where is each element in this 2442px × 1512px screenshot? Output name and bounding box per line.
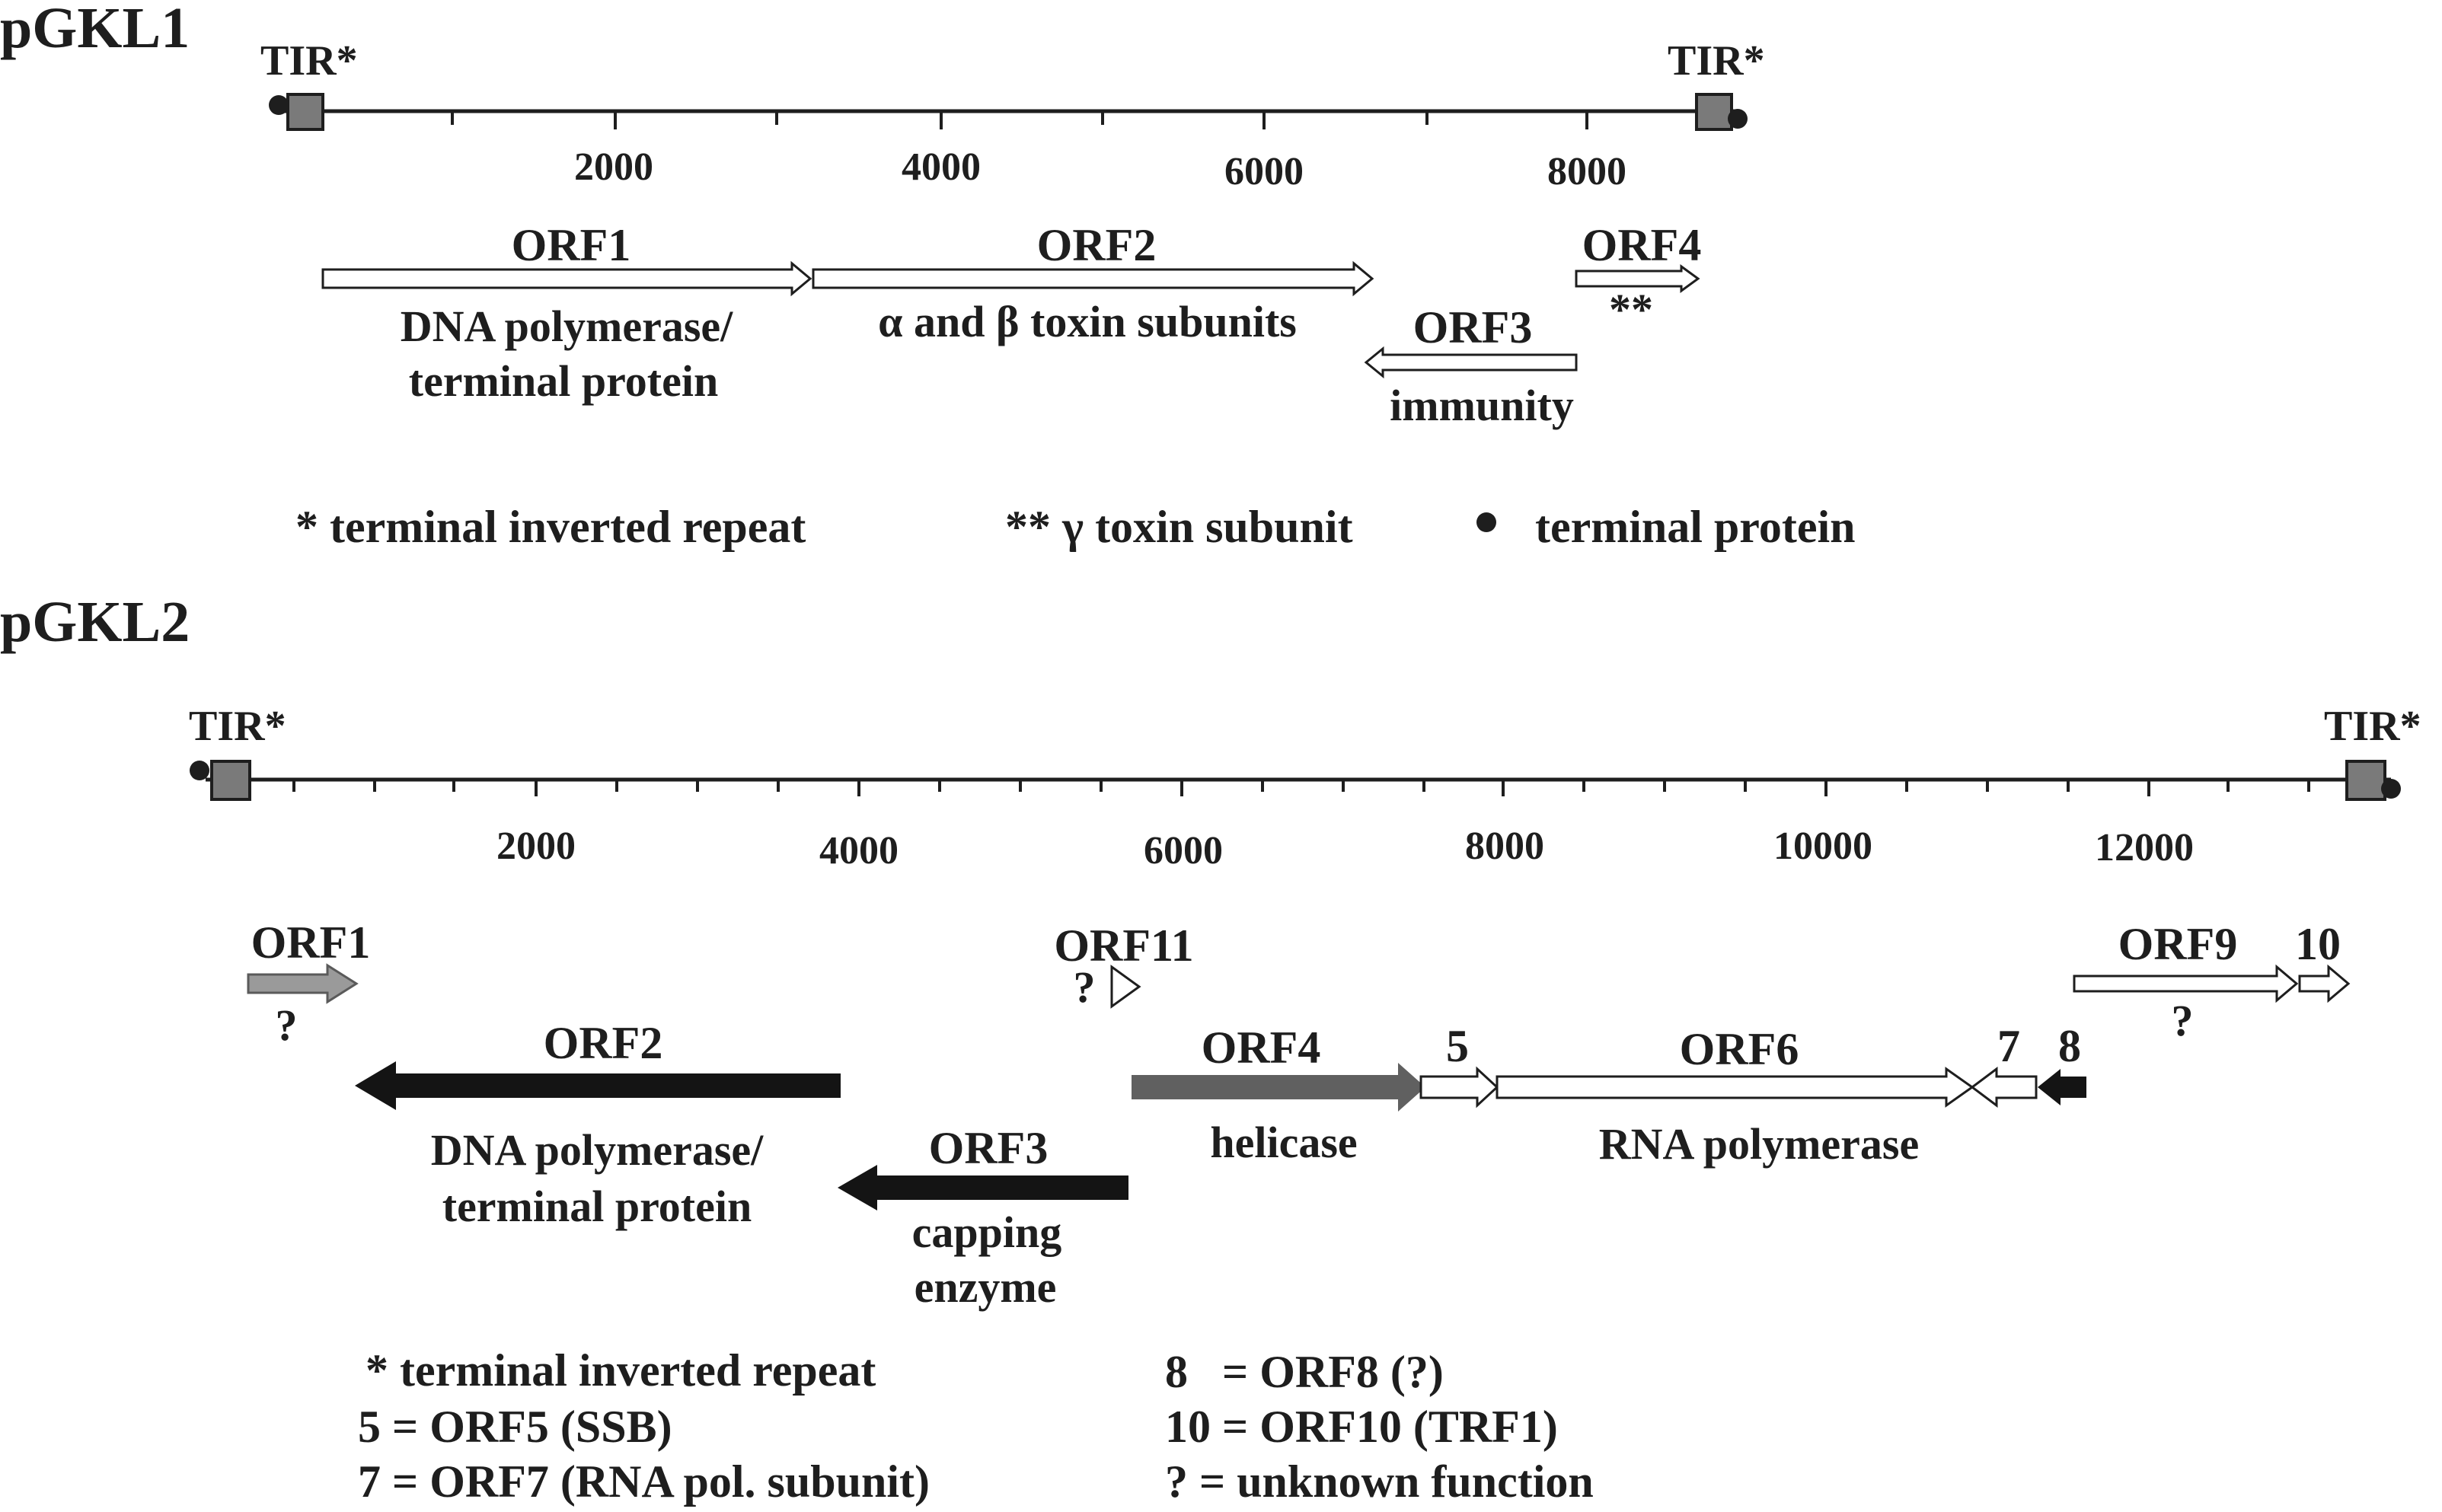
pgkl1-tir-box-left <box>286 93 324 131</box>
pgkl2-tick-label-8000: 8000 <box>1465 825 1544 868</box>
pgkl2-orf3-desc-line1: capping <box>912 1207 1062 1257</box>
pgkl2-legend-orf7: 7 = ORF7 (RNA pol. subunit) <box>358 1456 930 1507</box>
pgkl2-terminal-protein-right <box>2381 779 2401 799</box>
pgkl1-orf2-desc: α and β toxin subunits <box>878 297 1297 346</box>
pgkl2-orf7-arrow <box>1970 1067 2038 1108</box>
pgkl1-legend-terminal-protein: terminal protein <box>1535 502 1856 552</box>
pgkl2-orf4-desc: helicase <box>1210 1118 1357 1167</box>
pgkl1-panel: pGKL1 TIR* TIR* 2000 4000 6000 8000 ORF1… <box>0 0 1856 552</box>
pgkl2-tir-box-left <box>210 760 251 801</box>
pgkl2-orf11-arrow <box>1110 965 1141 1009</box>
pgkl1-tick-label-4000: 4000 <box>902 145 981 189</box>
pgkl1-tick-label-6000: 6000 <box>1224 150 1304 193</box>
pgkl2-orf5-label: 5 <box>1446 1021 1469 1071</box>
pgkl1-orf3-label: ORF3 <box>1413 302 1533 352</box>
pgkl2-orf9-desc: ? <box>2172 996 2194 1045</box>
pgkl2-legend-orf10: 10 = ORF10 (TRF1) <box>1165 1402 1558 1452</box>
pgkl1-orf1-label: ORF1 <box>512 220 631 270</box>
pgkl2-title: pGKL2 <box>0 590 190 654</box>
pgkl1-orf1-desc-line2: terminal protein <box>409 356 718 406</box>
pgkl2-orf4-arrow <box>1132 1063 1425 1112</box>
pgkl2-orf7-label: 7 <box>1997 1021 2020 1071</box>
pgkl2-orf10-label: 10 <box>2295 919 2341 969</box>
pgkl2-axis-ticks <box>292 780 2310 796</box>
pgkl1-axis-ticks <box>451 111 1588 129</box>
pgkl1-tick-label-2000: 2000 <box>574 145 653 189</box>
pgkl2-orf2-arrow <box>355 1061 841 1110</box>
pgkl2-orf2-label: ORF2 <box>544 1018 663 1068</box>
pgkl2-tick-label-4000: 4000 <box>819 829 899 872</box>
pgkl2-tir-right-label: TIR* <box>2324 703 2421 750</box>
pgkl2-orf6-arrow <box>1496 1067 1974 1108</box>
pgkl2-orf3-desc-line2: enzyme <box>915 1262 1057 1312</box>
pgkl2-orf3-arrow <box>838 1165 1128 1211</box>
pgkl1-orf4-label: ORF4 <box>1582 220 1702 270</box>
pgkl2-orf2-desc-line1: DNA polymerase/ <box>431 1125 764 1175</box>
pgkl2-tick-label-12000: 12000 <box>2095 826 2194 869</box>
pgkl2-orf4-label: ORF4 <box>1202 1022 1321 1073</box>
pgkl2-tick-label-10000: 10000 <box>1773 825 1872 868</box>
pgkl1-orf1-desc-line1: DNA polymerase/ <box>401 301 733 351</box>
pgkl1-orf4-arrow <box>1575 264 1700 293</box>
pgkl2-legend-tir: * terminal inverted repeat <box>366 1345 876 1396</box>
pgkl2-orf11-desc: ? <box>1074 962 1096 1012</box>
pgkl1-legend-terminal-protein-dot <box>1476 512 1496 532</box>
pgkl2-orf9-arrow <box>2073 964 2299 1003</box>
pgkl2-legend-unknown: ? = unknown function <box>1165 1456 1594 1507</box>
pgkl1-orf1-arrow <box>321 260 812 297</box>
pgkl2-tir-box-right <box>2345 760 2386 801</box>
pgkl2-orf1-label: ORF1 <box>251 917 371 968</box>
pgkl2-orf11-label: ORF11 <box>1054 920 1193 971</box>
pgkl2-orf10-arrow <box>2298 964 2351 1003</box>
pgkl1-orf2-arrow <box>812 260 1374 297</box>
pgkl1-orf3-arrow <box>1364 346 1578 379</box>
pgkl2-tick-label-2000: 2000 <box>496 825 576 868</box>
pgkl2-legend-orf5: 5 = ORF5 (SSB) <box>358 1402 672 1452</box>
pgkl2-orf8-arrow <box>2038 1069 2086 1105</box>
pgkl2-orf9-label: ORF9 <box>2118 919 2238 969</box>
pgkl2-orf3-label: ORF3 <box>929 1123 1049 1173</box>
pgkl1-tick-label-8000: 8000 <box>1547 150 1626 193</box>
pgkl1-legend-gamma: ** γ toxin subunit <box>1005 502 1353 552</box>
pgkl1-terminal-protein-left <box>269 95 289 115</box>
pgkl1-orf2-label: ORF2 <box>1037 220 1157 270</box>
pgkl2-orf5-arrow <box>1419 1066 1499 1108</box>
pgkl1-orf4-desc: ** <box>1609 285 1653 334</box>
pgkl2-orf2-desc-line2: terminal protein <box>442 1182 752 1231</box>
pgkl2-orf8-label: 8 <box>2058 1021 2081 1071</box>
pgkl2-tir-left-label: TIR* <box>189 703 286 750</box>
pgkl2-terminal-protein-left <box>190 761 209 780</box>
pgkl1-tir-right-label: TIR* <box>1668 37 1765 85</box>
pgkl2-tick-label-6000: 6000 <box>1144 829 1223 872</box>
pgkl1-title: pGKL1 <box>0 0 190 60</box>
pgkl1-legend-tir: * terminal inverted repeat <box>295 502 806 552</box>
pgkl2-legend-orf8: 8 = ORF8 (?) <box>1165 1347 1444 1397</box>
pgkl2-panel: pGKL2 TIR* TIR* <box>0 590 2421 1507</box>
pgkl2-orf1-desc: ? <box>276 1000 298 1050</box>
pgkl1-terminal-protein-right <box>1728 109 1748 129</box>
pgkl2-orf6-desc: RNA polymerase <box>1599 1119 1919 1169</box>
pgkl2-orf1-arrow <box>247 963 359 1004</box>
pgkl1-tir-box-right <box>1695 93 1733 131</box>
pgkl1-tir-left-label: TIR* <box>260 37 358 85</box>
pgkl1-orf3-desc: immunity <box>1390 381 1574 430</box>
pgkl2-orf6-label: ORF6 <box>1680 1024 1799 1074</box>
